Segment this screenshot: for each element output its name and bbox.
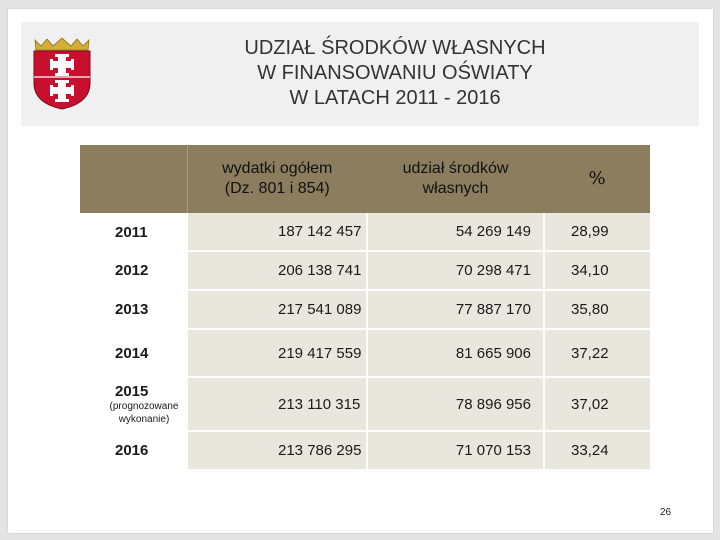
page-number: 26 <box>660 507 672 518</box>
row-total: 206 138 741 <box>186 250 367 290</box>
header-total-expenses: wydatki ogółem (Dz. 801 i 854) <box>187 145 367 213</box>
header-empty-cell <box>80 145 188 213</box>
row-own: 77 887 170 <box>366 289 544 329</box>
data-table: wydatki ogółem (Dz. 801 i 854) udział śr… <box>80 145 650 469</box>
row-total: 213 110 315 <box>186 376 367 431</box>
row-own: 81 665 906 <box>366 328 544 377</box>
table-row: 2015 (prognozowane wykonanie) 213 110 31… <box>80 376 650 431</box>
row-total: 217 541 089 <box>186 289 367 329</box>
row-total: 219 417 559 <box>186 328 367 377</box>
row-year-note: (prognozowane wykonanie) <box>109 400 179 425</box>
row-own: 71 070 153 <box>366 430 544 469</box>
row-pct: 28,99 <box>543 213 650 251</box>
row-year: 2014 <box>80 329 187 377</box>
table-header-row: wydatki ogółem (Dz. 801 i 854) udział śr… <box>80 145 650 213</box>
header-own-line1: udział środków <box>402 160 509 177</box>
header-percent: % <box>544 145 650 213</box>
coat-of-arms-icon <box>33 37 91 110</box>
header-percent-label: % <box>588 167 606 189</box>
header-total-line1: wydatki ogółem <box>222 160 333 177</box>
row-pct: 37,22 <box>543 328 650 377</box>
header-own-funds: udział środków własnych <box>367 145 544 213</box>
row-year: 2011 <box>80 213 187 251</box>
table-row: 2012 206 138 741 70 298 471 34,10 <box>80 250 650 290</box>
row-own: 70 298 471 <box>366 250 544 290</box>
table-row: 2013 217 541 089 77 887 170 35,80 <box>80 289 650 329</box>
row-pct: 34,10 <box>543 250 650 290</box>
header-total-line2: (Dz. 801 i 854) <box>224 180 330 197</box>
row-year: 2015 <box>115 382 149 400</box>
table-row: 2011 187 142 457 54 269 149 28,99 <box>80 213 650 251</box>
title-line-2: W FINANSOWANIU OŚWIATY <box>257 62 533 84</box>
row-total: 187 142 457 <box>186 213 367 251</box>
row-own: 54 269 149 <box>366 213 544 251</box>
row-pct: 33,24 <box>543 430 650 469</box>
row-year: 2016 <box>80 431 187 469</box>
row-year: 2013 <box>80 290 187 329</box>
title-line-3: W LATACH 2011 - 2016 <box>289 87 501 109</box>
row-pct: 37,02 <box>543 376 650 431</box>
row-year: 2012 <box>80 251 187 290</box>
row-own: 78 896 956 <box>366 376 544 431</box>
row-year-cell: 2015 (prognozowane wykonanie) <box>80 377 187 431</box>
title-line-1: UDZIAŁ ŚRODKÓW WŁASNYCH <box>244 37 546 59</box>
header-band <box>21 22 699 126</box>
header-own-line2: własnych <box>422 180 489 197</box>
slide-title: UDZIAŁ ŚRODKÓW WŁASNYCH W FINANSOWANIU O… <box>180 36 610 111</box>
row-pct: 35,80 <box>543 289 650 329</box>
table-row: 2016 213 786 295 71 070 153 33,24 <box>80 430 650 469</box>
row-total: 213 786 295 <box>186 430 367 469</box>
table-row: 2014 219 417 559 81 665 906 37,22 <box>80 328 650 377</box>
